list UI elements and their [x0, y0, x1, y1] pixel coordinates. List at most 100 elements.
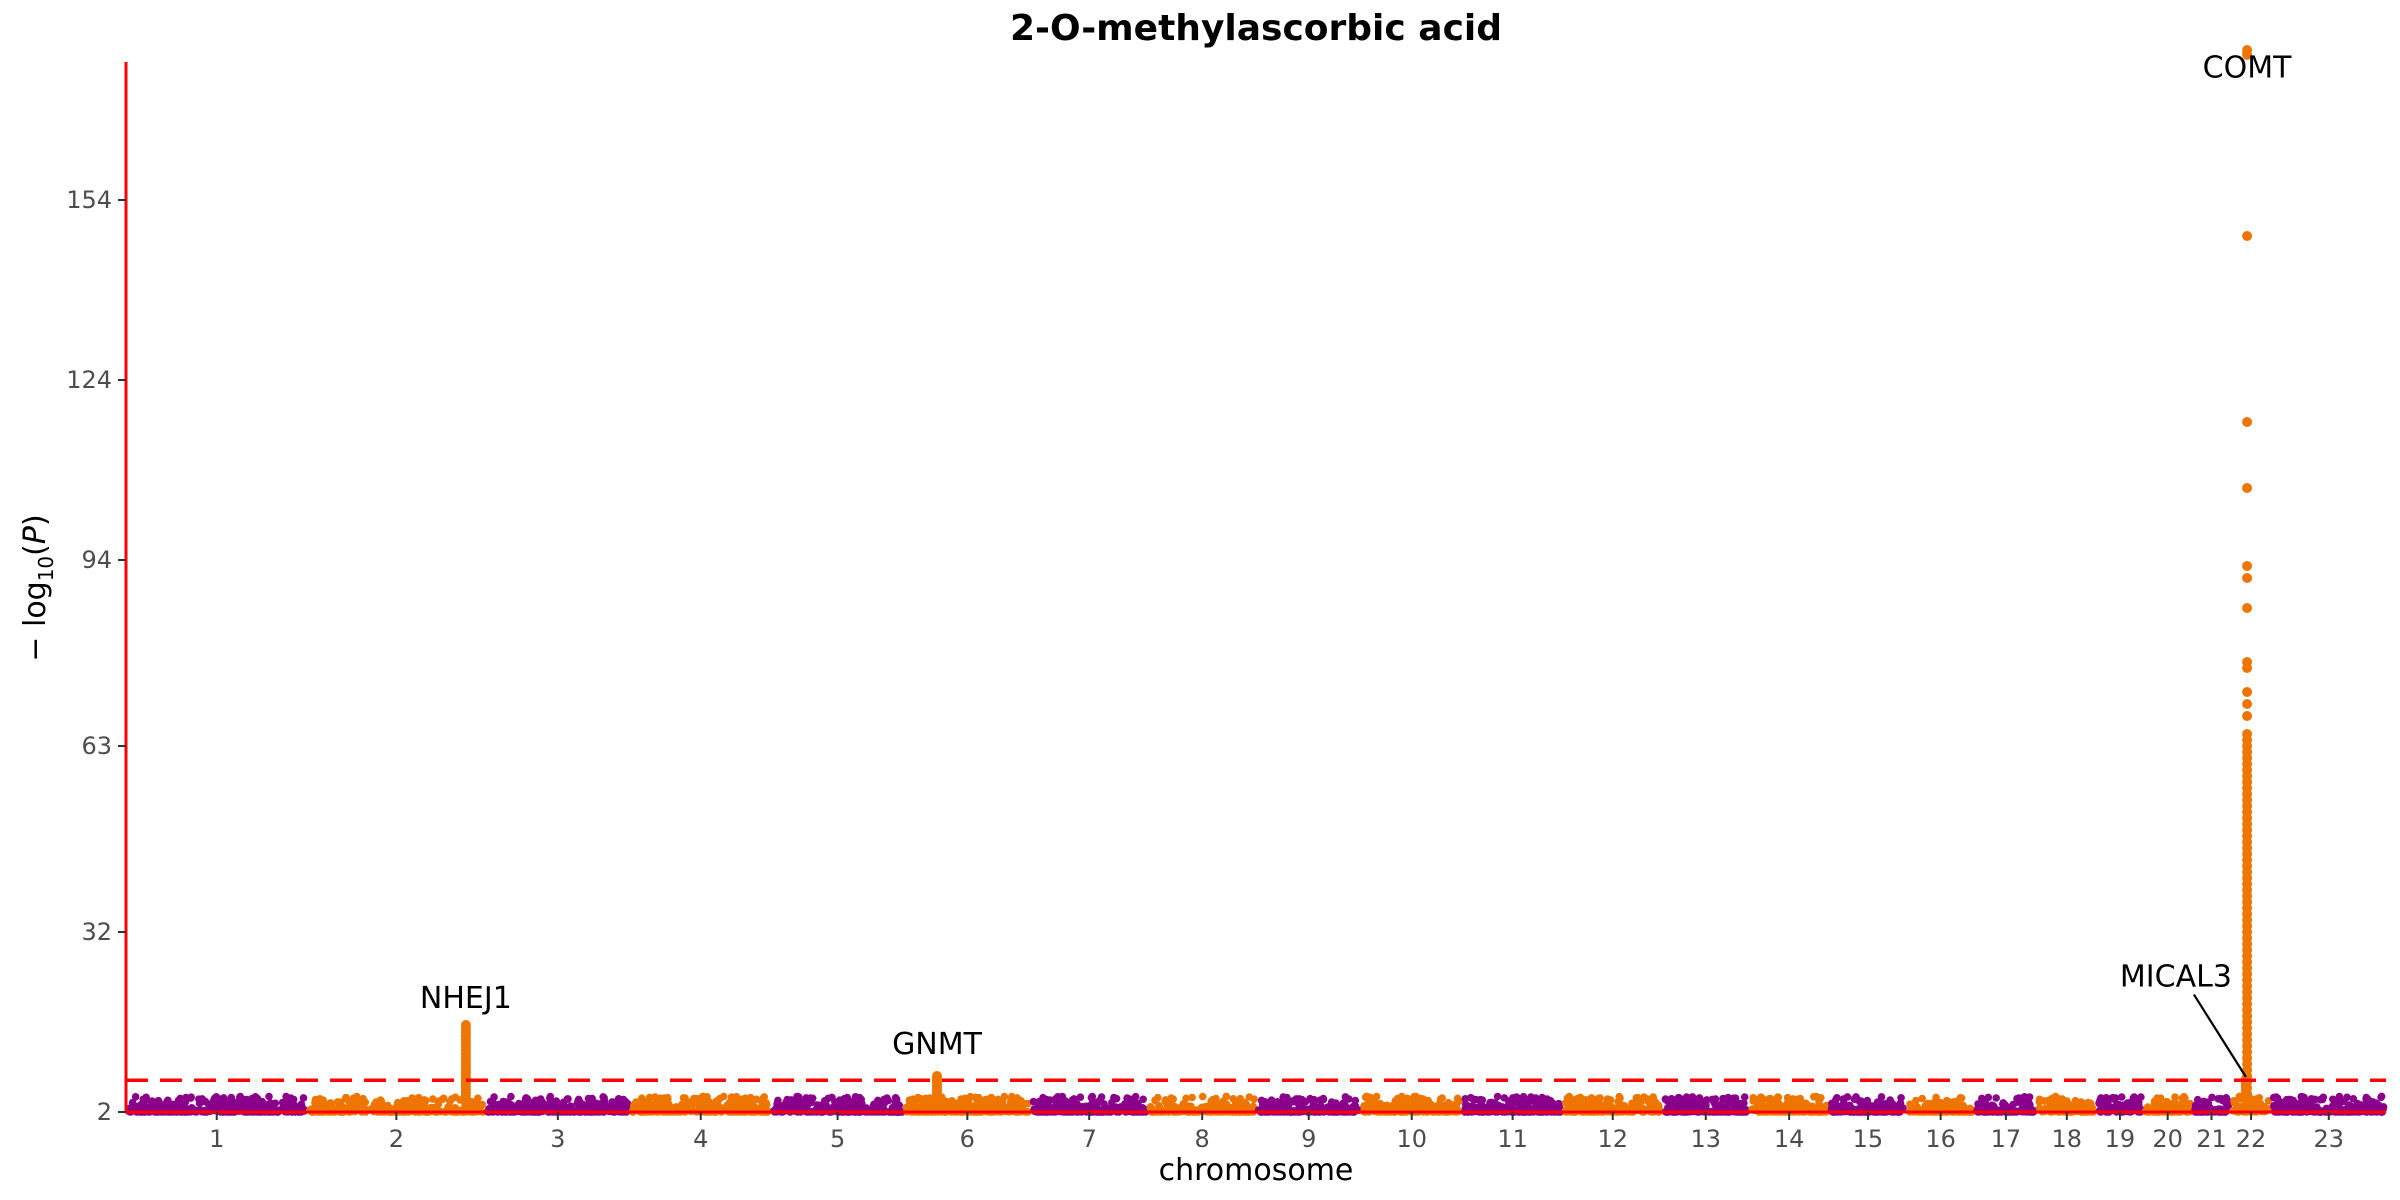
snp-point: [2059, 1100, 2068, 1108]
snp-point: [1167, 1097, 1175, 1105]
snp-point: [927, 1102, 936, 1110]
snp-point: [1478, 1096, 1487, 1104]
snp-point: [212, 1093, 221, 1101]
snp-point: [655, 1098, 664, 1107]
snp-point: [2102, 1103, 2111, 1111]
snp-point: [1582, 1100, 1591, 1108]
gene-labels: COMT NHEJ1 GNMT MICAL3: [420, 51, 2292, 1078]
snp-point: [348, 1099, 357, 1107]
snp-point: [1268, 1100, 1276, 1108]
snp-point: [1936, 1098, 1944, 1107]
snp-point: [1260, 1098, 1268, 1106]
snp-point: [1245, 1093, 1254, 1101]
snp-point: [2224, 1097, 2232, 1105]
x-tick-label: 13: [1691, 1125, 1722, 1153]
snp-point: [1908, 1103, 1917, 1112]
snp-point: [394, 1102, 403, 1111]
snp-point: [697, 1097, 705, 1105]
snp-point: [1603, 1095, 1612, 1103]
snp-point: [1198, 1092, 1207, 1101]
x-tick-label: 17: [1991, 1125, 2022, 1153]
snp-point: [1207, 1097, 1215, 1105]
x-tick-label: 4: [693, 1125, 708, 1153]
snp-point: [759, 1098, 767, 1107]
snp-point: [1182, 1094, 1190, 1103]
snp-point: [1220, 1099, 1229, 1108]
x-tick-label: 1: [209, 1125, 224, 1153]
snp-point: [1214, 1102, 1222, 1110]
snp-point: [1342, 1095, 1351, 1103]
snp-point: [333, 1098, 342, 1106]
snp-point: [400, 1097, 408, 1105]
snp-point: [2194, 1104, 2203, 1113]
snp-point: [1493, 1092, 1502, 1101]
snp-point: [131, 1093, 140, 1101]
snp-point: [154, 1103, 163, 1112]
snp-point: [708, 1102, 716, 1111]
snp-point: [644, 1097, 653, 1105]
snp-point: [438, 1095, 446, 1104]
snp-point: [1292, 1095, 1301, 1103]
snp-point: [2344, 1104, 2353, 1113]
x-tick-label: 5: [830, 1125, 845, 1153]
snp-point: [2231, 1098, 2240, 1107]
snp-point: [1036, 1102, 1045, 1111]
snp-point: [1052, 1100, 1060, 1108]
snp-point: [1886, 1096, 1894, 1104]
x-tick-label: 7: [1082, 1125, 1097, 1153]
snp-point: [1187, 1102, 1195, 1111]
snp-point: [1128, 1096, 1137, 1105]
y-tick-label: 124: [66, 366, 112, 394]
x-tick-label: 21: [2196, 1125, 2227, 1153]
snp-point: [1188, 1093, 1196, 1102]
y-axis-title-close-paren: ): [18, 514, 53, 526]
snp-point: [1810, 1093, 1818, 1101]
y-tick-label: 63: [81, 732, 112, 760]
snp-point: [1694, 1102, 1703, 1111]
snp-point: [265, 1092, 273, 1101]
snp-point: [427, 1103, 436, 1112]
snp-point: [1512, 1093, 1521, 1102]
snp-point: [663, 1099, 672, 1108]
snp-point: [1912, 1096, 1920, 1105]
snp-point: [892, 1095, 901, 1103]
snp-point: [2249, 1101, 2258, 1109]
x-tick-label: 9: [1301, 1125, 1316, 1153]
snp-point: [1981, 1099, 1990, 1107]
snp-point: [719, 1092, 728, 1101]
snp-point: [1535, 1104, 1543, 1113]
snp-point: [2150, 1097, 2159, 1105]
snp-point: [2156, 1103, 2165, 1112]
snp-point: [296, 1102, 304, 1110]
snp-point: [961, 1094, 969, 1103]
axes: [124, 62, 2386, 1114]
snp-point-peak: [2242, 561, 2253, 571]
snp-point: [813, 1101, 821, 1109]
snp-point: [2171, 1093, 2179, 1101]
snp-point: [227, 1097, 236, 1105]
snp-point: [804, 1100, 813, 1108]
snp-point: [586, 1095, 594, 1103]
snp-point: [1682, 1093, 1691, 1101]
snp-point: [620, 1101, 629, 1109]
snp-point: [2035, 1104, 2044, 1112]
snp-point: [1087, 1093, 1096, 1102]
snp-point: [2307, 1095, 2316, 1103]
snp-point-peak: [2242, 663, 2253, 673]
snp-point: [2255, 1094, 2264, 1102]
snp-point: [1410, 1092, 1419, 1101]
snp-point: [1469, 1095, 1477, 1103]
snp-point: [789, 1101, 798, 1110]
snp-point: [1016, 1103, 1025, 1111]
snp-point: [1351, 1096, 1360, 1105]
snp-point: [819, 1100, 828, 1108]
snp-point: [413, 1101, 422, 1110]
snp-point: [377, 1097, 386, 1105]
snp-point: [200, 1097, 208, 1105]
snp-point: [1078, 1103, 1087, 1111]
snp-point: [918, 1102, 927, 1110]
snp-point: [2377, 1092, 2386, 1101]
x-tick-label: 11: [1497, 1125, 1528, 1153]
snp-point: [2117, 1093, 2126, 1101]
snp-point: [1000, 1092, 1009, 1101]
